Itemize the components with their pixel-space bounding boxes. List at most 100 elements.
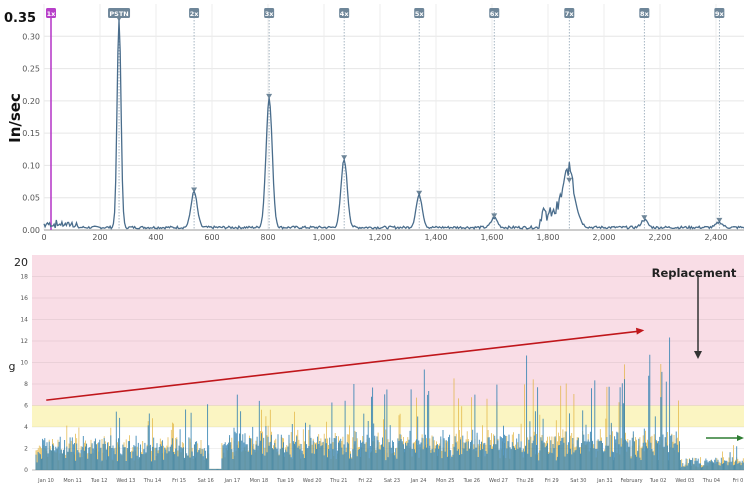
x-tick-label: 1,200 <box>369 233 392 242</box>
x-tick-label: 2,000 <box>593 233 616 242</box>
y-axis-ticks: 0 2 4 6 8 10 12 14 16 18 <box>20 274 28 475</box>
x-tick-label: 1,600 <box>481 233 504 242</box>
x-tick-label: 2,400 <box>705 233 728 242</box>
post-replacement-arrow-head <box>737 435 744 441</box>
y-tick-label: 0.30 <box>22 32 40 41</box>
peak-marker <box>116 16 123 22</box>
trend-arrow <box>46 330 639 401</box>
x-tick-label: 200 <box>92 233 107 242</box>
marker-tag <box>414 8 425 18</box>
x-tick-label: Mon 18 <box>250 478 269 484</box>
peak-marker <box>191 187 198 193</box>
x-tick-label: 0 <box>41 233 46 242</box>
x-tick-label: 1,800 <box>537 233 560 242</box>
x-tick-label: Sat 16 <box>198 478 214 484</box>
x-tick-label: Fri 0 <box>733 478 744 484</box>
marker-tag <box>339 8 350 18</box>
y-tick-label: 14 <box>20 317 28 324</box>
marker-label: 3x <box>265 10 275 18</box>
y-tick-label: 16 <box>20 295 28 302</box>
harmonic-markers: 1x PSTN 2x 3x 4x 5x 6x 7x 8x 9x <box>46 8 725 230</box>
grid <box>43 4 744 231</box>
marker-tag <box>639 8 650 18</box>
plot-area <box>44 4 744 230</box>
y-axis-label: In/sec <box>6 93 24 143</box>
marker-tag <box>46 8 56 18</box>
zone-alarm <box>32 255 744 406</box>
marker-label: 4x <box>340 10 350 18</box>
marker-tag <box>489 8 500 18</box>
velocity-spectrum-chart: 1x PSTN 2x 3x 4x 5x 6x 7x 8x 9x 0 200 400 600 800 1,00… <box>4 4 744 242</box>
x-tick-label: Fri 29 <box>545 478 559 484</box>
marker-label: 9x <box>715 10 725 18</box>
x-tick-label: 1,400 <box>425 233 448 242</box>
x-tick-label: Thu 21 <box>329 478 347 484</box>
peak-marker <box>716 217 723 223</box>
x-tick-label: 2,200 <box>649 233 672 242</box>
marker-label: 2x <box>190 10 200 18</box>
x-tick-label: Mon 11 <box>63 478 82 484</box>
x-tick-label: Sat 23 <box>384 478 400 484</box>
y-tick-label: 0 <box>24 467 28 474</box>
series-primary <box>35 337 744 470</box>
x-tick-label: Wed 27 <box>489 478 508 484</box>
x-tick-label: Tue 26 <box>463 478 481 484</box>
y-tick-label: 0.10 <box>22 161 40 170</box>
x-tick-label: Thu 28 <box>515 478 533 484</box>
peak-marker <box>491 213 498 219</box>
x-tick-label: Tue 12 <box>90 478 108 484</box>
x-tick-label: Fri 15 <box>172 478 186 484</box>
x-tick-label: Fri 22 <box>358 478 372 484</box>
spectrum-line <box>43 19 744 230</box>
trend-arrow-head <box>635 327 645 335</box>
marker-label: 8x <box>640 10 650 18</box>
x-tick-label: Jan 17 <box>223 478 240 484</box>
y-axis-ticks: 0.00 0.05 0.10 0.15 0.20 0.25 0.30 <box>22 32 40 235</box>
acceleration-series <box>35 337 744 470</box>
x-tick-label: 400 <box>148 233 163 242</box>
x-tick-label: Tue 19 <box>276 478 294 484</box>
y-tick-label: 12 <box>20 338 28 345</box>
peak-marker <box>641 215 648 221</box>
replacement-annotation: Replacement <box>652 266 737 280</box>
marker-tag <box>264 8 275 18</box>
x-tick-label: Jan 10 <box>37 478 54 484</box>
x-tick-label: Sat 30 <box>570 478 586 484</box>
marker-tag <box>108 8 131 18</box>
x-axis-ticks: Jan 10 Mon 11 Tue 12 Wed 13 Thu 14 Fri 15 Sat … <box>37 478 743 484</box>
marker-tag <box>189 8 200 18</box>
marker-label: 1x <box>47 10 57 18</box>
peak-marker <box>341 155 348 161</box>
x-tick-label: Wed 20 <box>303 478 322 484</box>
x-tick-label: 600 <box>204 233 219 242</box>
y-max-label: 0.35 <box>4 11 36 26</box>
marker-tag <box>714 8 725 18</box>
x-tick-label: 1,000 <box>313 233 336 242</box>
marker-label: PSTN <box>109 10 128 18</box>
x-tick-label: Wed 13 <box>116 478 135 484</box>
y-axis-label: g <box>9 360 16 373</box>
x-tick-label: Tue 02 <box>649 478 667 484</box>
marker-label: 7x <box>565 10 575 18</box>
x-tick-label: Wed 03 <box>675 478 694 484</box>
marker-tag <box>564 8 575 18</box>
y-tick-label: 0.05 <box>22 194 40 203</box>
replacement-arrow-head <box>694 351 702 359</box>
y-top-label: 20 <box>14 256 28 269</box>
marker-label: 5x <box>415 10 425 18</box>
y-tick-label: 10 <box>20 360 28 367</box>
y-tick-label: 6 <box>24 403 28 410</box>
x-tick-label: Thu 14 <box>143 478 161 484</box>
acceleration-trend-chart: Replacement Jan 10 Mon 11 Tue 12 Wed 13 Thu … <box>9 255 744 484</box>
x-axis-ticks: 0 200 400 600 800 1,000 1,200 1,400 1,600 1,800 2,… <box>41 233 727 242</box>
x-tick-label: Mon 25 <box>436 478 455 484</box>
y-tick-label: 0.20 <box>22 97 40 106</box>
peak-marker <box>566 177 573 183</box>
y-tick-label: 2 <box>24 446 28 453</box>
marker-label: 6x <box>490 10 500 18</box>
y-tick-label: 0.15 <box>22 129 40 138</box>
x-tick-label: Jan 31 <box>596 478 613 484</box>
y-tick-label: 4 <box>24 424 28 431</box>
x-tick-label: 800 <box>260 233 275 242</box>
peak-marker <box>266 93 273 99</box>
